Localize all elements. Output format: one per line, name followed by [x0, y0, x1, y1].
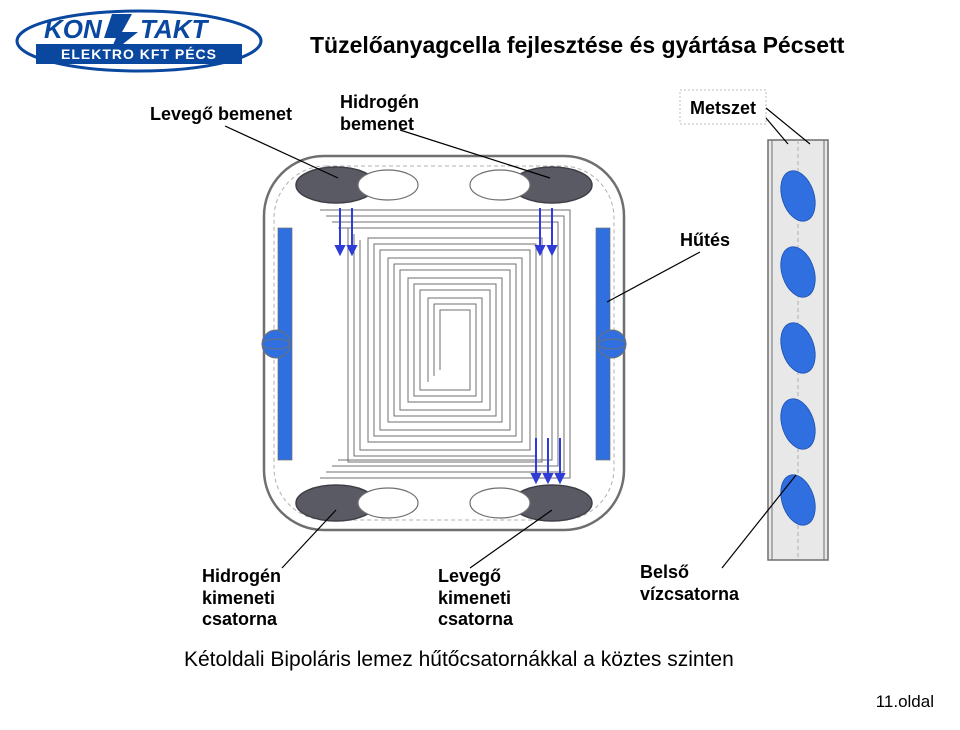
label-h2-outlet-l2: kimeneti [202, 588, 275, 608]
cooling-boss-left [262, 330, 290, 358]
label-inner-water: Belső vízcsatorna [640, 562, 739, 605]
diagram-caption: Kétoldali Bipoláris lemez hűtőcsatornákk… [184, 648, 734, 672]
page-number: 11.oldal [876, 692, 934, 712]
cross-section [768, 140, 828, 560]
label-h2-inlet-l1: Hidrogén [340, 92, 419, 112]
label-h2-outlet-l3: csatorna [202, 609, 277, 629]
label-air-outlet-l3: csatorna [438, 609, 513, 629]
label-h2-inlet: Hidrogén bemenet [340, 92, 419, 135]
label-h2-inlet-l2: bemenet [340, 114, 414, 134]
label-cooling: Hűtés [680, 230, 730, 252]
cooling-boss-right [598, 330, 626, 358]
label-air-outlet-l2: kimeneti [438, 588, 511, 608]
label-cross-section: Metszet [690, 98, 756, 120]
flow-arrows-bottom [532, 438, 564, 482]
label-h2-outlet-l1: Hidrogén [202, 566, 281, 586]
label-inner-water-l2: vízcsatorna [640, 584, 739, 604]
label-air-inlet: Levegő bemenet [150, 104, 292, 126]
label-inner-water-l1: Belső [640, 562, 689, 582]
label-h2-outlet: Hidrogén kimeneti csatorna [202, 566, 281, 631]
label-air-outlet: Levegő kimeneti csatorna [438, 566, 513, 631]
label-air-outlet-l1: Levegő [438, 566, 501, 586]
